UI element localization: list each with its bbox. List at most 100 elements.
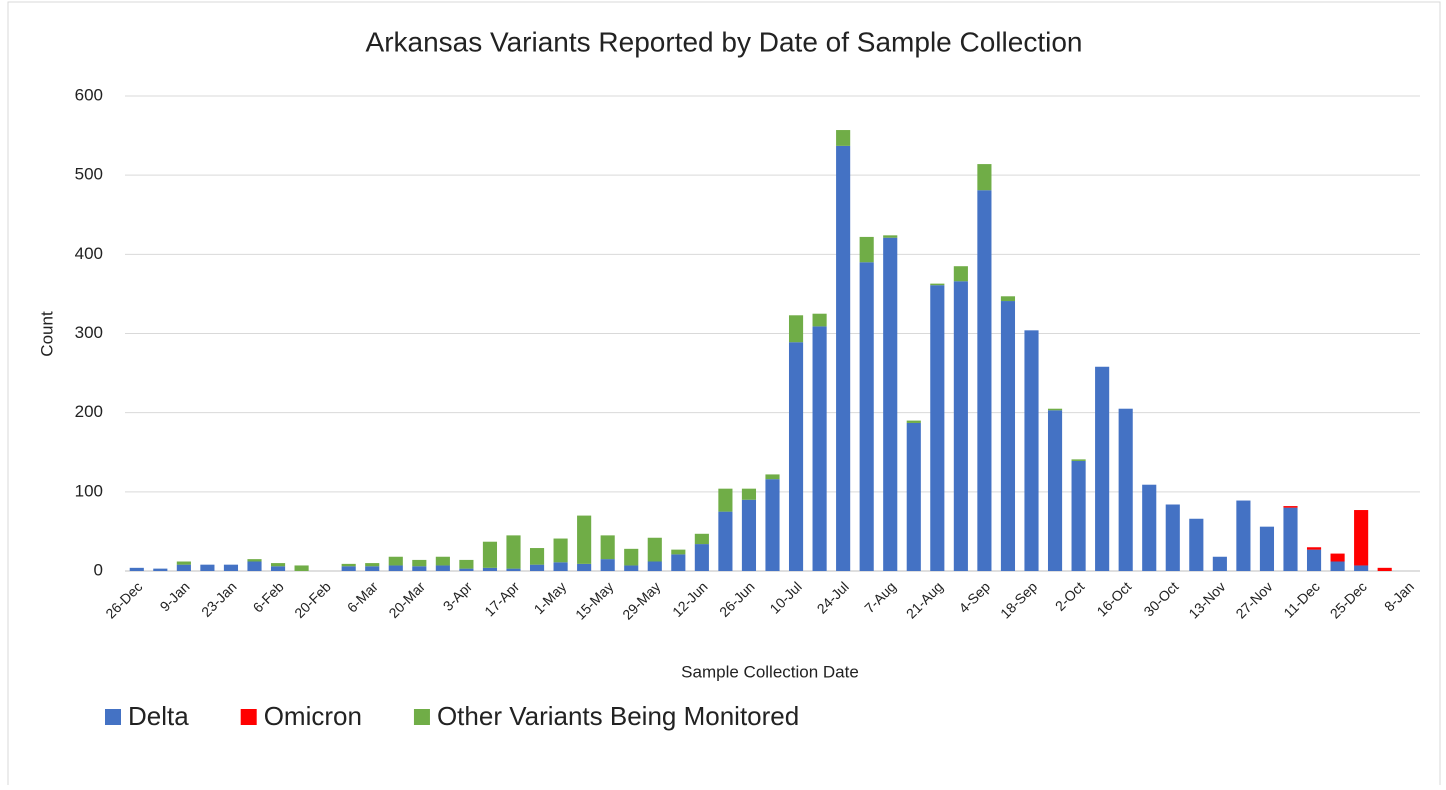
bar-segment [1212,556,1227,571]
bar-segment [930,285,945,571]
legend-swatch [413,709,430,725]
bar-segment [294,565,309,571]
bar-segment [341,563,356,567]
bar-segment [341,566,356,571]
bar-segment [718,488,733,512]
bar-segment [930,283,945,286]
bar-segment [694,533,709,545]
chart-border [7,1,1441,790]
bar-segment [765,479,780,571]
legend-label: Other Variants Being Monitored [437,701,799,731]
bar-segment [883,235,898,238]
bar-segment [953,266,968,282]
bar-segment [977,164,992,191]
bar-segment [741,488,757,500]
y-tick-label: 400 [75,244,103,263]
bar-segment [977,190,992,572]
legend-label: Omicron [264,701,362,731]
bar-segment [812,326,827,571]
bar-segment [270,566,286,571]
bar-segment [223,564,239,571]
bar-segment [247,559,262,562]
y-tick-label: 100 [75,481,103,500]
bar-segment [1024,330,1039,571]
bar-segment [600,559,615,571]
bar-segment [553,538,568,563]
x-axis-title: Sample Collection Date [681,662,859,681]
bar-segment [1330,561,1345,571]
bar-segment [388,565,403,571]
chart-title: Arkansas Variants Reported by Date of Sa… [366,26,1083,57]
legend-label: Delta [128,701,189,731]
bar-segment [388,556,403,566]
bar-segment [788,315,804,343]
bar-segment [482,567,498,571]
bar-segment [741,499,757,571]
bar-segment [1047,408,1063,411]
bar-segment [812,313,827,327]
bar-segment [529,564,545,571]
bar-segment [788,342,804,571]
y-tick-label: 500 [75,165,103,184]
bar-segment [553,562,568,571]
bar-segment [270,563,286,567]
bar-segment [624,565,639,571]
y-axis-title: Count [37,311,56,357]
bar-segment [365,566,380,571]
bar-segment [435,556,450,566]
bar-segment [906,420,921,423]
bar-segment [1000,301,1016,571]
bar-segment [1283,507,1298,571]
bar-segment [1189,518,1204,571]
bar-segment [1118,408,1133,571]
bar-segment [506,535,521,569]
bar-segment [247,561,262,571]
bar-segment [906,422,921,571]
bar-segment [1095,366,1110,571]
bar-segment [176,561,191,565]
bar-segment [1330,553,1345,562]
bar-segment [506,568,521,571]
bar-segment [836,130,851,146]
bar-segment [577,563,592,571]
bar-segment [1071,459,1086,461]
bar-segment [412,559,427,567]
bar-segment [671,554,686,571]
y-tick-label: 0 [94,560,103,579]
bar-segment [624,548,639,566]
legend-swatch [240,709,257,725]
bar-segment [459,559,474,569]
bar-segment [836,145,851,571]
bar-segment [718,511,733,571]
legend-swatch [105,709,121,725]
bar-segment [883,237,898,572]
bar-segment [953,281,968,571]
bar-segment [1165,504,1180,571]
bar-segment [1142,484,1157,571]
bar-segment [1283,506,1298,508]
bar-segment [459,568,474,571]
bar-segment [1377,567,1392,571]
bar-segment [694,544,709,571]
bar-segment [577,515,592,564]
bar-segment [671,549,686,555]
bar-segment [1236,500,1251,571]
bar-segment [647,537,662,562]
bar-segment [765,474,780,480]
bar-segment [859,236,874,263]
bar-segment [647,561,662,571]
bar-segment [600,535,615,560]
bar-segment [153,568,168,571]
bar-segment [1047,410,1063,571]
bar-segment [200,564,215,571]
bar-segment [1306,549,1322,571]
bar-segment [859,262,874,571]
y-tick-label: 600 [75,85,103,104]
bar-segment [412,566,427,571]
y-tick-label: 300 [75,323,103,342]
bar-segment [1000,296,1016,302]
bar-segment [435,565,450,571]
bar-segment [1354,565,1369,571]
bar-segment [1306,547,1322,550]
bar-segment [1071,460,1086,571]
